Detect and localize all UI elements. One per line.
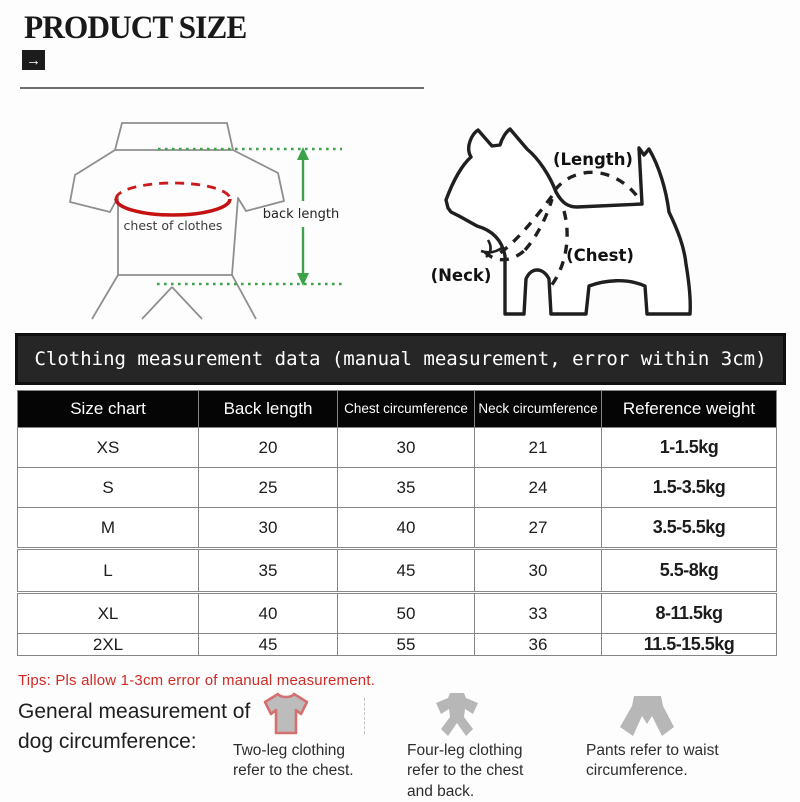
neck-dash-left	[499, 194, 554, 255]
table-header-row: Size chart Back length Chest circumferen…	[17, 390, 777, 428]
chest-of-clothes-label: chest of clothes	[124, 218, 223, 233]
two-leg-shirt-icon	[263, 692, 309, 735]
table-row: L 35 45 30 5.5-8kg	[17, 547, 777, 593]
footer-divider	[364, 698, 365, 734]
size-table: Size chart Back length Chest circumferen…	[17, 390, 777, 656]
table-row: M 30 40 27 3.5-5.5kg	[17, 507, 777, 549]
table-row: XL 40 50 33 8-11.5kg	[17, 591, 777, 634]
table-row: S 25 35 24 1.5-3.5kg	[17, 467, 777, 508]
cell-neck: 21	[474, 427, 602, 468]
cell-weight: 3.5-5.5kg	[601, 507, 777, 549]
four-leg-suit-icon	[436, 693, 478, 736]
dog-measure-diagram: (Length) (Neck) (Chest)	[431, 127, 692, 316]
garment-outline	[69, 122, 285, 320]
col-reference-weight: Reference weight	[601, 390, 777, 428]
cell-chest: 30	[337, 427, 475, 468]
cell-size: XS	[17, 427, 199, 468]
arrow-glyph: →	[26, 51, 41, 69]
cell-back-length: 25	[198, 467, 338, 508]
cell-chest: 45	[337, 547, 475, 593]
length-dash-arc	[553, 170, 639, 198]
back-length-measure	[157, 147, 342, 286]
banner-text: Clothing measurement data (manual measur…	[34, 348, 767, 370]
col-chest-circumference: Chest circumference	[337, 390, 475, 428]
cell-size: M	[17, 507, 199, 549]
chest-dash	[549, 210, 569, 288]
tips-note: Tips: Pls allow 1-3cm error of manual me…	[18, 672, 376, 689]
collar-buckle-mark	[480, 239, 504, 258]
neck-dash-right	[523, 198, 554, 252]
cell-neck: 36	[474, 633, 602, 656]
cell-weight: 1-1.5kg	[601, 427, 777, 468]
cell-chest: 55	[337, 633, 475, 656]
cell-size: L	[17, 547, 199, 593]
table-row: 2XL 45 55 36 11.5-15.5kg	[17, 633, 777, 656]
chest-ellipse	[114, 181, 232, 217]
cell-size: XL	[17, 591, 199, 634]
col-neck-circumference: Neck circumference	[474, 390, 602, 428]
title-divider	[20, 87, 424, 89]
measure-dashes	[483, 170, 639, 288]
cell-neck: 30	[474, 547, 602, 593]
page-title: PRODUCT SIZE	[24, 10, 247, 46]
cell-back-length: 20	[198, 427, 338, 468]
cell-weight: 8-11.5kg	[601, 591, 777, 634]
table-row: XS 20 30 21 1-1.5kg	[17, 427, 777, 468]
cell-chest: 35	[337, 467, 475, 508]
col-size-chart: Size chart	[17, 390, 199, 428]
back-length-label: back length	[263, 207, 339, 222]
clothing-measure-diagram: chest of clothes back length	[69, 122, 342, 320]
cell-size: 2XL	[17, 633, 199, 656]
cell-weight: 11.5-15.5kg	[601, 633, 777, 656]
cell-back-length: 40	[198, 591, 338, 634]
cell-weight: 5.5-8kg	[601, 547, 777, 593]
four-leg-caption: Four-leg clothing refer to the chest and…	[407, 742, 524, 800]
cell-chest: 40	[337, 507, 475, 549]
pants-icon	[620, 696, 674, 736]
arrow-icon: →	[22, 50, 45, 70]
cell-neck: 33	[474, 591, 602, 634]
cell-neck: 27	[474, 507, 602, 549]
col-back-length: Back length	[198, 390, 338, 428]
pants-caption: Pants refer to waist circumference.	[586, 742, 719, 780]
cell-back-length: 35	[198, 547, 338, 593]
cell-back-length: 45	[198, 633, 338, 656]
chest-label: (Chest)	[566, 246, 634, 265]
general-heading-line1: General measurement of	[18, 700, 251, 723]
neck-label: (Neck)	[431, 266, 492, 285]
cell-back-length: 30	[198, 507, 338, 549]
cell-chest: 50	[337, 591, 475, 634]
general-heading-line2: dog circumference:	[18, 730, 197, 753]
two-leg-caption: Two-leg clothing refer to the chest.	[233, 742, 354, 780]
general-measurement-heading: General measurement of dog circumference…	[18, 697, 250, 757]
table-banner: Clothing measurement data (manual measur…	[15, 333, 786, 385]
cell-neck: 24	[474, 467, 602, 508]
cell-weight: 1.5-3.5kg	[601, 467, 777, 508]
length-label: (Length)	[553, 150, 633, 169]
cell-size: S	[17, 467, 199, 508]
